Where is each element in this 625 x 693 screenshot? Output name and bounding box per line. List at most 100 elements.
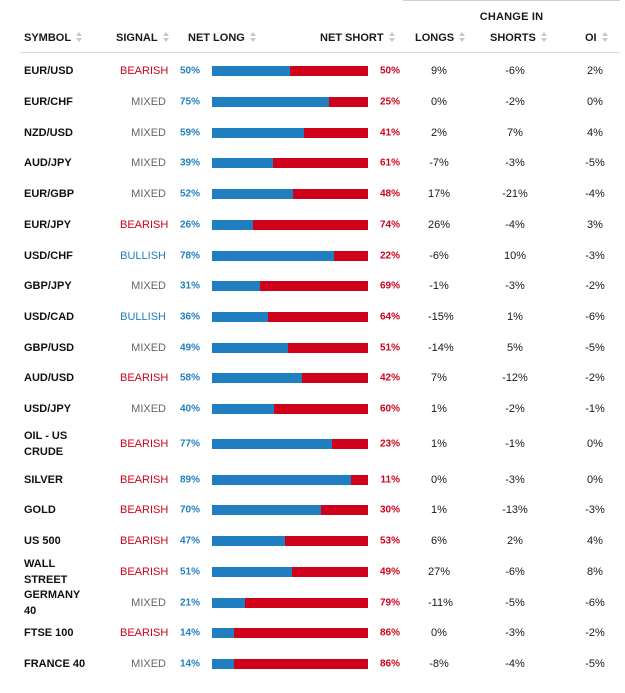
oi-change-cell: 0% bbox=[587, 473, 603, 486]
signal-column-header[interactable]: SIGNAL bbox=[116, 32, 169, 44]
table-row[interactable]: AUD/USD BEARISH 58% 42% 7% -12% -2% bbox=[20, 363, 620, 394]
sort-icon[interactable] bbox=[162, 32, 169, 42]
symbol-cell[interactable]: EUR/JPY bbox=[24, 218, 72, 231]
symbol-cell[interactable]: AUD/USD bbox=[24, 372, 75, 385]
table-row[interactable]: FTSE 100 BEARISH 14% 86% 0% -3% -2% bbox=[20, 618, 620, 649]
shorts-change-cell: -3% bbox=[505, 473, 525, 486]
sentiment-bar bbox=[212, 505, 368, 516]
net-long-bar-fill bbox=[212, 342, 289, 353]
symbol-cell[interactable]: AUD/JPY bbox=[24, 157, 72, 170]
table-row[interactable]: OIL - US CRUDE BEARISH 77% 23% 1% -1% 0% bbox=[20, 424, 620, 464]
net-short-percent: 74% bbox=[379, 219, 400, 231]
net-short-percent: 53% bbox=[379, 535, 400, 547]
symbol-cell[interactable]: FTSE 100 bbox=[24, 627, 74, 640]
sentiment-bar bbox=[212, 342, 368, 353]
oi-change-cell: 3% bbox=[587, 218, 603, 231]
shorts-change-cell: -3% bbox=[505, 627, 525, 640]
symbol-cell[interactable]: GERMANY 40 bbox=[24, 588, 81, 617]
oi-change-cell: 4% bbox=[587, 535, 603, 548]
sort-icon[interactable] bbox=[459, 32, 466, 42]
symbol-cell[interactable]: FRANCE 40 bbox=[24, 657, 86, 670]
oi-change-cell: -5% bbox=[585, 341, 605, 354]
shorts-change-cell: -13% bbox=[502, 504, 528, 517]
sort-icon[interactable] bbox=[249, 32, 256, 42]
symbol-cell[interactable]: USD/JPY bbox=[24, 403, 72, 416]
shorts-change-cell: -6% bbox=[505, 65, 525, 78]
symbol-cell[interactable]: WALL STREET bbox=[24, 557, 68, 586]
longs-column-header[interactable]: LONGS bbox=[415, 32, 466, 44]
symbol-cell[interactable]: OIL - US CRUDE bbox=[24, 430, 68, 459]
symbol-cell[interactable]: USD/CHF bbox=[24, 249, 73, 262]
sort-icon[interactable] bbox=[76, 32, 83, 42]
net-long-bar-fill bbox=[212, 658, 234, 669]
table-row[interactable]: EUR/CHF MIXED 75% 25% 0% -2% 0% bbox=[20, 87, 620, 118]
table-row[interactable]: GBP/JPY MIXED 31% 69% -1% -3% -2% bbox=[20, 271, 620, 302]
longs-change-cell: 0% bbox=[431, 473, 447, 486]
net-short-percent: 86% bbox=[379, 658, 400, 670]
net-long-percent: 50% bbox=[180, 65, 201, 77]
table-row[interactable]: WALL STREET BEARISH 51% 49% 27% -6% 8% bbox=[20, 557, 620, 588]
table-row[interactable]: AUD/JPY MIXED 39% 61% -7% -3% -5% bbox=[20, 148, 620, 179]
oi-change-cell: 4% bbox=[587, 126, 603, 139]
symbol-column-header[interactable]: SYMBOL bbox=[24, 32, 83, 44]
symbol-cell[interactable]: US 500 bbox=[24, 535, 61, 548]
symbol-cell[interactable]: EUR/CHF bbox=[24, 96, 73, 109]
change-in-label: CHANGE IN bbox=[479, 11, 544, 23]
net-long-percent: 59% bbox=[180, 127, 201, 139]
table-row[interactable]: GOLD BEARISH 70% 30% 1% -13% -3% bbox=[20, 495, 620, 526]
shorts-change-cell: 10% bbox=[503, 249, 527, 262]
net-long-bar-fill bbox=[212, 158, 273, 169]
table-row[interactable]: SILVER BEARISH 89% 11% 0% -3% 0% bbox=[20, 464, 620, 495]
net-long-bar-fill bbox=[212, 219, 253, 230]
table-row[interactable]: USD/CHF BULLISH 78% 22% -6% 10% -3% bbox=[20, 240, 620, 271]
net-long-percent: 58% bbox=[180, 372, 201, 384]
oi-column-header[interactable]: OI bbox=[585, 32, 608, 44]
symbol-cell[interactable]: GOLD bbox=[24, 504, 56, 517]
symbol-cell[interactable]: SILVER bbox=[24, 473, 63, 486]
longs-change-cell: -15% bbox=[428, 310, 454, 323]
net-long-column-header[interactable]: NET LONG bbox=[188, 32, 256, 44]
net-short-percent: 64% bbox=[379, 311, 400, 323]
oi-change-cell: -4% bbox=[585, 188, 605, 201]
table-row[interactable]: GBP/USD MIXED 49% 51% -14% 5% -5% bbox=[20, 332, 620, 363]
signal-cell: MIXED bbox=[131, 96, 166, 109]
sentiment-bar bbox=[212, 566, 368, 577]
table-row[interactable]: USD/JPY MIXED 40% 60% 1% -2% -1% bbox=[20, 394, 620, 425]
table-row[interactable]: EUR/USD BEARISH 50% 50% 9% -6% 2% bbox=[20, 56, 620, 87]
sentiment-bar bbox=[212, 404, 368, 415]
shorts-header-label: SHORTS bbox=[490, 32, 536, 44]
symbol-cell[interactable]: EUR/USD bbox=[24, 65, 74, 78]
net-long-percent: 39% bbox=[180, 157, 201, 169]
sort-icon[interactable] bbox=[388, 32, 395, 42]
net-short-column-header[interactable]: NET SHORT bbox=[320, 32, 395, 44]
net-short-percent: 41% bbox=[379, 127, 400, 139]
shorts-change-cell: 2% bbox=[507, 535, 523, 548]
table-row[interactable]: GERMANY 40 MIXED 21% 79% -11% -5% -6% bbox=[20, 587, 620, 618]
net-long-percent: 47% bbox=[180, 535, 201, 547]
symbol-cell[interactable]: USD/CAD bbox=[24, 310, 75, 323]
table-row[interactable]: EUR/JPY BEARISH 26% 74% 26% -4% 3% bbox=[20, 210, 620, 241]
net-long-bar-fill bbox=[212, 404, 275, 415]
net-short-percent: 51% bbox=[379, 342, 400, 354]
symbol-cell[interactable]: GBP/JPY bbox=[24, 280, 72, 293]
symbol-cell[interactable]: EUR/GBP bbox=[24, 188, 75, 201]
longs-change-cell: -7% bbox=[429, 157, 449, 170]
symbol-cell[interactable]: GBP/USD bbox=[24, 341, 75, 354]
table-row[interactable]: US 500 BEARISH 47% 53% 6% 2% 4% bbox=[20, 526, 620, 557]
net-short-percent: 22% bbox=[379, 250, 400, 262]
net-long-percent: 89% bbox=[180, 474, 201, 486]
sort-icon[interactable] bbox=[601, 32, 608, 42]
table-row[interactable]: FRANCE 40 MIXED 14% 86% -8% -4% -5% bbox=[20, 649, 620, 680]
table-row[interactable]: USD/CAD BULLISH 36% 64% -15% 1% -6% bbox=[20, 302, 620, 333]
signal-cell: MIXED bbox=[131, 403, 166, 416]
net-short-percent: 60% bbox=[379, 403, 400, 415]
longs-change-cell: 2% bbox=[431, 126, 447, 139]
net-long-percent: 51% bbox=[180, 566, 201, 578]
shorts-change-cell: -1% bbox=[505, 438, 525, 451]
table-row[interactable]: NZD/USD MIXED 59% 41% 2% 7% 4% bbox=[20, 117, 620, 148]
signal-header-label: SIGNAL bbox=[116, 32, 158, 44]
symbol-cell[interactable]: NZD/USD bbox=[24, 126, 73, 139]
sort-icon[interactable] bbox=[540, 32, 547, 42]
table-row[interactable]: EUR/GBP MIXED 52% 48% 17% -21% -4% bbox=[20, 179, 620, 210]
shorts-column-header[interactable]: SHORTS bbox=[490, 32, 547, 44]
